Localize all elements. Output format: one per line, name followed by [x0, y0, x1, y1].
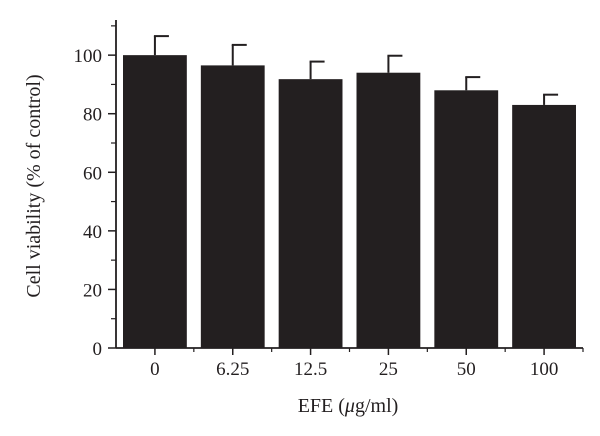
x-tick-label-0: 0: [150, 359, 160, 380]
x-axis-title-suffix: g/ml): [355, 395, 398, 417]
bar-0: [123, 55, 187, 348]
bar-12.5: [278, 79, 343, 348]
y-tick-label-0: 0: [93, 339, 103, 360]
y-tick-label-40: 40: [83, 222, 102, 243]
x-tick-label-12.5: 12.5: [294, 359, 327, 380]
x-tick-label-25: 25: [379, 359, 398, 380]
x-axis-title: EFE (μg/ml): [298, 395, 399, 417]
bars-group: [123, 35, 576, 349]
x-tick-label-6.25: 6.25: [216, 359, 249, 380]
y-tick-label-80: 80: [83, 105, 102, 126]
y-tick-label-20: 20: [83, 280, 102, 301]
bar-50: [434, 90, 499, 348]
x-axis-title-greek: μ: [344, 395, 355, 417]
ticks-group: 0 6.25 12.5 25 50 100 0 20 40 60 80 100: [74, 25, 584, 380]
y-tick-label-60: 60: [83, 163, 102, 184]
y-tick-label-100: 100: [74, 46, 103, 67]
bar-6.25: [200, 65, 265, 348]
x-tick-label-50: 50: [457, 359, 476, 380]
bar-25: [356, 72, 421, 349]
bar-100: [512, 104, 576, 349]
x-tick-label-100: 100: [530, 359, 559, 380]
x-axis-title-prefix: EFE (: [298, 395, 346, 417]
y-axis-title: Cell viability (% of control): [23, 74, 45, 297]
